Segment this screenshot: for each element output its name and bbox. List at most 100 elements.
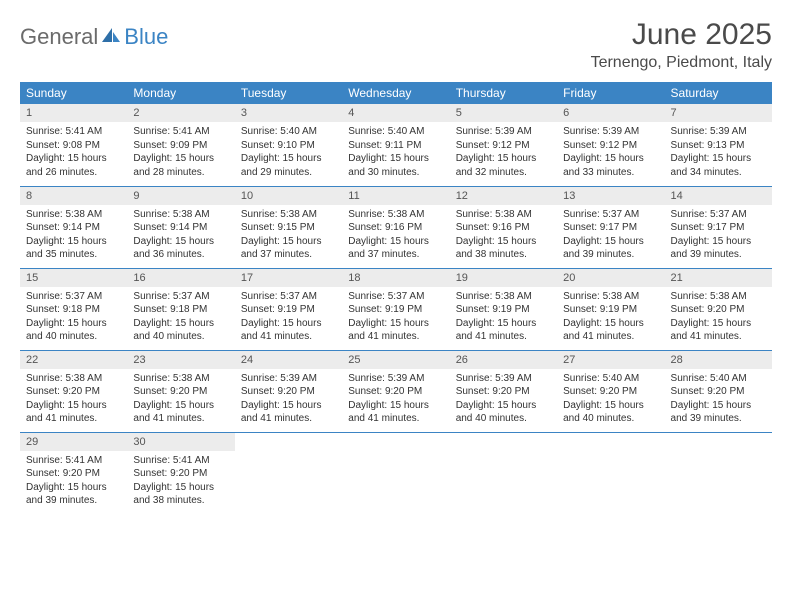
daylight-line: Daylight: 15 hours and 41 minutes. xyxy=(348,399,443,426)
day-number: 13 xyxy=(557,187,664,205)
calendar-cell xyxy=(235,432,342,514)
day-number: 2 xyxy=(127,104,234,122)
daylight-line: Daylight: 15 hours and 41 minutes. xyxy=(456,317,551,344)
calendar-cell: 30Sunrise: 5:41 AMSunset: 9:20 PMDayligh… xyxy=(127,432,234,514)
daylight-line: Daylight: 15 hours and 36 minutes. xyxy=(133,235,228,262)
calendar-cell: 6Sunrise: 5:39 AMSunset: 9:12 PMDaylight… xyxy=(557,104,664,186)
sunset-line: Sunset: 9:15 PM xyxy=(241,221,336,235)
sunset-line: Sunset: 9:18 PM xyxy=(133,303,228,317)
day-number: 25 xyxy=(342,351,449,369)
day-number: 17 xyxy=(235,269,342,287)
day-number: 3 xyxy=(235,104,342,122)
sunrise-line: Sunrise: 5:37 AM xyxy=(348,290,443,304)
day-number: 1 xyxy=(20,104,127,122)
daylight-line: Daylight: 15 hours and 41 minutes. xyxy=(26,399,121,426)
sunrise-line: Sunrise: 5:38 AM xyxy=(456,290,551,304)
sunrise-line: Sunrise: 5:41 AM xyxy=(26,454,121,468)
day-body: Sunrise: 5:40 AMSunset: 9:11 PMDaylight:… xyxy=(342,122,449,183)
daylight-line: Daylight: 15 hours and 30 minutes. xyxy=(348,152,443,179)
sunset-line: Sunset: 9:08 PM xyxy=(26,139,121,153)
daylight-line: Daylight: 15 hours and 26 minutes. xyxy=(26,152,121,179)
sunset-line: Sunset: 9:19 PM xyxy=(456,303,551,317)
day-body: Sunrise: 5:37 AMSunset: 9:18 PMDaylight:… xyxy=(127,287,234,348)
daylight-line: Daylight: 15 hours and 41 minutes. xyxy=(241,317,336,344)
day-number: 10 xyxy=(235,187,342,205)
day-body: Sunrise: 5:41 AMSunset: 9:20 PMDaylight:… xyxy=(127,451,234,512)
calendar-cell: 7Sunrise: 5:39 AMSunset: 9:13 PMDaylight… xyxy=(665,104,772,186)
calendar-cell: 19 Sunrise: 5:38 AMSunset: 9:19 PMDayligh… xyxy=(450,268,557,350)
calendar-cell: 29Sunrise: 5:41 AMSunset: 9:20 PMDayligh… xyxy=(20,432,127,514)
day-number: 19 xyxy=(450,269,557,287)
sunrise-line: Sunrise: 5:37 AM xyxy=(133,290,228,304)
day-number: 14 xyxy=(665,187,772,205)
day-body: Sunrise: 5:38 AMSunset: 9:19 PMDaylight:… xyxy=(557,287,664,348)
sunrise-line: Sunrise: 5:38 AM xyxy=(133,208,228,222)
day-number: 22 xyxy=(20,351,127,369)
calendar-cell xyxy=(557,432,664,514)
calendar-cell: 17Sunrise: 5:37 AMSunset: 9:19 PMDayligh… xyxy=(235,268,342,350)
daylight-line: Daylight: 15 hours and 39 minutes. xyxy=(26,481,121,508)
day-body: Sunrise: 5:39 AMSunset: 9:20 PMDaylight:… xyxy=(235,369,342,430)
calendar-cell: 16Sunrise: 5:37 AMSunset: 9:18 PMDayligh… xyxy=(127,268,234,350)
calendar-cell: 1Sunrise: 5:41 AMSunset: 9:08 PMDaylight… xyxy=(20,104,127,186)
day-number: 12 xyxy=(450,187,557,205)
day-body: Sunrise: 5:40 AMSunset: 9:20 PMDaylight:… xyxy=(665,369,772,430)
daylight-line: Daylight: 15 hours and 41 minutes. xyxy=(348,317,443,344)
day-body: Sunrise: 5:38 AMSunset: 9:14 PMDaylight:… xyxy=(127,205,234,266)
sunset-line: Sunset: 9:14 PM xyxy=(133,221,228,235)
sunrise-line: Sunrise: 5:39 AM xyxy=(241,372,336,386)
sunrise-line: Sunrise: 5:37 AM xyxy=(563,208,658,222)
day-number: 9 xyxy=(127,187,234,205)
day-body: Sunrise: 5:38 AMSunset: 9:20 PMDaylight:… xyxy=(127,369,234,430)
day-number: 23 xyxy=(127,351,234,369)
calendar-cell: 5Sunrise: 5:39 AMSunset: 9:12 PMDaylight… xyxy=(450,104,557,186)
sunrise-line: Sunrise: 5:41 AM xyxy=(133,125,228,139)
sunset-line: Sunset: 9:20 PM xyxy=(133,467,228,481)
calendar-cell: 10 Sunrise: 5:38 AMSunset: 9:15 PMDayligh… xyxy=(235,186,342,268)
calendar-cell xyxy=(665,432,772,514)
day-body: Sunrise: 5:37 AMSunset: 9:18 PMDaylight:… xyxy=(20,287,127,348)
calendar-cell: 21Sunrise: 5:38 AMSunset: 9:20 PMDayligh… xyxy=(665,268,772,350)
sunset-line: Sunset: 9:18 PM xyxy=(26,303,121,317)
sunrise-line: Sunrise: 5:38 AM xyxy=(133,372,228,386)
sunrise-line: Sunrise: 5:41 AM xyxy=(133,454,228,468)
calendar-row: 8Sunrise: 5:38 AMSunset: 9:14 PMDaylight… xyxy=(20,186,772,268)
sunset-line: Sunset: 9:20 PM xyxy=(456,385,551,399)
calendar-cell: 11Sunrise: 5:38 AMSunset: 9:16 PMDayligh… xyxy=(342,186,449,268)
calendar-row: 1Sunrise: 5:41 AMSunset: 9:08 PMDaylight… xyxy=(20,104,772,186)
sunrise-line: Sunrise: 5:38 AM xyxy=(26,208,121,222)
daylight-line: Daylight: 15 hours and 41 minutes. xyxy=(241,399,336,426)
sunset-line: Sunset: 9:17 PM xyxy=(671,221,766,235)
day-number: 16 xyxy=(127,269,234,287)
day-body: Sunrise: 5:39 AMSunset: 9:12 PMDaylight:… xyxy=(557,122,664,183)
day-number: 26 xyxy=(450,351,557,369)
sunrise-line: Sunrise: 5:40 AM xyxy=(671,372,766,386)
daylight-line: Daylight: 15 hours and 37 minutes. xyxy=(241,235,336,262)
day-body: Sunrise: 5:37 AMSunset: 9:19 PMDaylight:… xyxy=(342,287,449,348)
day-number: 18 xyxy=(342,269,449,287)
sunrise-line: Sunrise: 5:38 AM xyxy=(241,208,336,222)
calendar-row: 29Sunrise: 5:41 AMSunset: 9:20 PMDayligh… xyxy=(20,432,772,514)
calendar-cell xyxy=(450,432,557,514)
location: Ternengo, Piedmont, Italy xyxy=(591,54,772,72)
calendar-cell: 13Sunrise: 5:37 AMSunset: 9:17 PMDayligh… xyxy=(557,186,664,268)
sunset-line: Sunset: 9:19 PM xyxy=(348,303,443,317)
sunrise-line: Sunrise: 5:39 AM xyxy=(456,372,551,386)
day-body: Sunrise: 5:37 AMSunset: 9:19 PMDaylight:… xyxy=(235,287,342,348)
calendar-cell: 9Sunrise: 5:38 AMSunset: 9:14 PMDaylight… xyxy=(127,186,234,268)
daylight-line: Daylight: 15 hours and 38 minutes. xyxy=(456,235,551,262)
sunrise-line: Sunrise: 5:38 AM xyxy=(26,372,121,386)
sunrise-line: Sunrise: 5:38 AM xyxy=(671,290,766,304)
sunrise-line: Sunrise: 5:38 AM xyxy=(456,208,551,222)
day-body: Sunrise: 5:37 AMSunset: 9:17 PMDaylight:… xyxy=(665,205,772,266)
daylight-line: Daylight: 15 hours and 39 minutes. xyxy=(671,235,766,262)
day-number: 8 xyxy=(20,187,127,205)
day-body: Sunrise: 5:39 AMSunset: 9:20 PMDaylight:… xyxy=(450,369,557,430)
daylight-line: Daylight: 15 hours and 39 minutes. xyxy=(671,399,766,426)
sunset-line: Sunset: 9:20 PM xyxy=(241,385,336,399)
day-number: 28 xyxy=(665,351,772,369)
day-number: 27 xyxy=(557,351,664,369)
sunset-line: Sunset: 9:19 PM xyxy=(563,303,658,317)
calendar-cell: 2Sunrise: 5:41 AMSunset: 9:09 PMDaylight… xyxy=(127,104,234,186)
sunset-line: Sunset: 9:20 PM xyxy=(133,385,228,399)
